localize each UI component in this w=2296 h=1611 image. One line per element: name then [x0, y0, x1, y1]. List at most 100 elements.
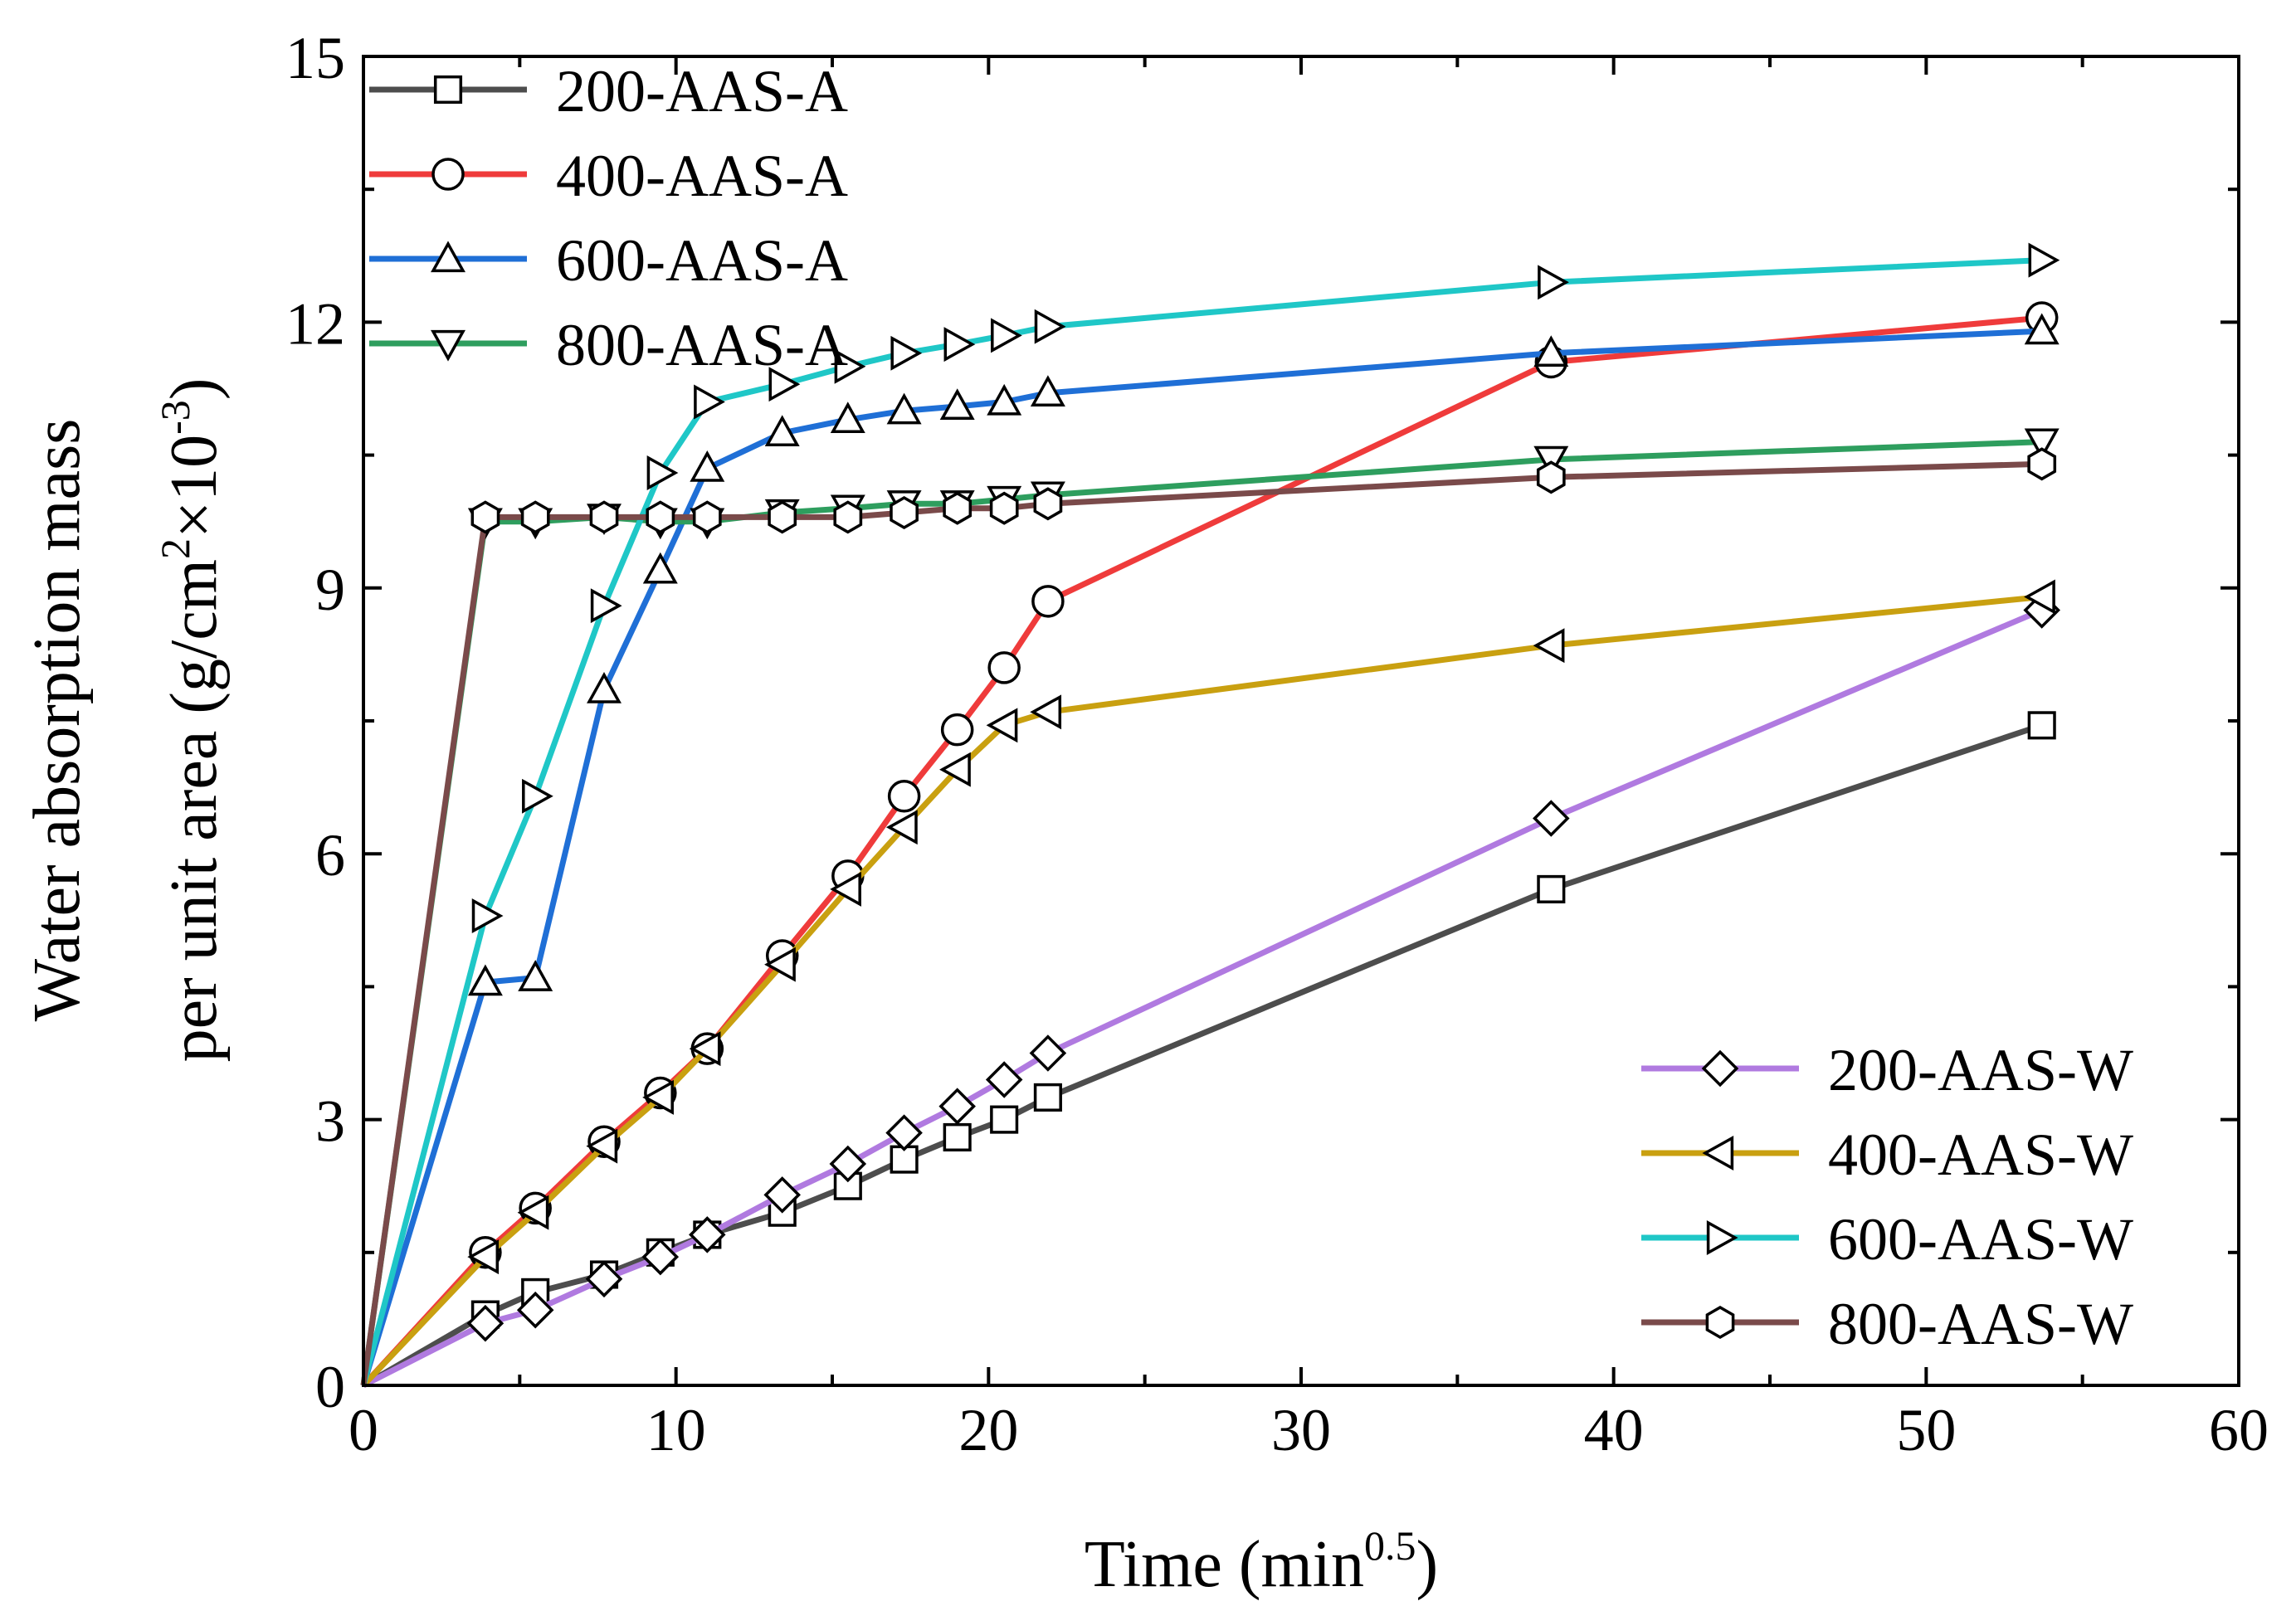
y-tick-label: 12 [285, 290, 345, 357]
series-line [360, 328, 2042, 1387]
y-axis-label-sup2: -3 [152, 400, 198, 435]
data-point [764, 415, 800, 447]
y-tick-label: 3 [315, 1088, 345, 1155]
data-point [2027, 711, 2056, 740]
data-point [1033, 1083, 1062, 1112]
legend-item: 200-AAS-A [369, 58, 848, 124]
x-tick-label: 10 [646, 1397, 706, 1463]
legend-bottom-right: 200-AAS-W 400-AAS-W 600-AAS-W 800-AAS-W [1641, 1037, 2133, 1357]
data-point [517, 1195, 549, 1230]
data-point [694, 384, 725, 420]
data-point [990, 1105, 1019, 1134]
data-point [890, 335, 923, 371]
y-tick-label: 9 [315, 557, 345, 623]
y-axis-label-sup1: 2 [152, 538, 198, 559]
data-point [989, 491, 1019, 525]
data-point [587, 671, 622, 703]
legend-marker [1706, 1220, 1738, 1255]
series-600-AAS-A [360, 313, 2060, 1387]
data-point [1034, 309, 1066, 344]
series-800-AAS-W [360, 447, 2057, 1386]
data-point [2024, 428, 2060, 460]
data-point [768, 367, 801, 402]
series-200-AAS-W [362, 591, 2060, 1389]
data-point [885, 810, 918, 845]
data-point [938, 1088, 976, 1125]
legend-marker [1702, 1136, 1734, 1171]
data-point [520, 500, 550, 534]
data-point [522, 778, 553, 814]
legend-label: 800-AAS-W [1828, 1291, 2133, 1357]
data-point [830, 871, 861, 907]
y-tick-label: 0 [315, 1354, 345, 1420]
legend-top-left: 200-AAS-A 400-AAS-A 600-AAS-A 800-AAS-A [369, 58, 848, 378]
data-point [939, 388, 975, 421]
data-point [987, 651, 1021, 684]
legend-marker [431, 329, 466, 362]
data-point [470, 500, 500, 534]
data-point [1533, 800, 1570, 837]
data-point [890, 495, 919, 530]
legend-label: 600-AAS-W [1828, 1206, 2133, 1273]
y-axis-label-line1: Water absorption mass [21, 419, 94, 1022]
data-point [885, 1114, 923, 1151]
series-line [361, 314, 2043, 1388]
data-point [690, 450, 725, 482]
data-point [646, 455, 679, 490]
y-axis-label-mid: ×10 [158, 435, 231, 538]
data-point [768, 500, 797, 534]
legend-item: 200-AAS-W [1641, 1037, 2133, 1103]
data-point [986, 708, 1018, 743]
data-point [518, 960, 553, 991]
data-point [589, 500, 619, 534]
data-point [641, 1238, 680, 1276]
data-point [943, 1122, 972, 1152]
y-axis-label-line2: per unit area (g/cm2×10-3) [152, 378, 231, 1063]
x-tick-label: 60 [2209, 1397, 2269, 1463]
data-point [939, 752, 971, 787]
data-point [833, 500, 863, 534]
data-point [586, 1128, 618, 1164]
data-point [2024, 313, 2060, 345]
data-point [764, 947, 796, 982]
data-point [1029, 1034, 1067, 1072]
data-point [2027, 447, 2057, 481]
x-tick-label: 30 [1271, 1397, 1331, 1463]
legend-label: 400-AAS-W [1828, 1122, 2133, 1188]
x-tick-label: 0 [349, 1397, 378, 1463]
legend-label: 400-AAS-A [556, 143, 848, 209]
data-point [987, 383, 1022, 416]
data-point [642, 1079, 674, 1115]
legend-item: 600-AAS-W [1641, 1206, 2133, 1273]
data-point [763, 1176, 801, 1214]
data-point [466, 1304, 505, 1342]
series-400-AAS-A [361, 301, 2059, 1388]
data-point [1533, 335, 1569, 367]
data-point [2028, 242, 2060, 278]
series-line [360, 257, 2042, 1386]
y-axis-label-end: ) [158, 378, 231, 401]
x-tick-label: 20 [958, 1397, 1018, 1463]
data-point [886, 392, 922, 425]
data-point [834, 348, 866, 384]
data-point [1536, 460, 1566, 494]
data-point [830, 402, 865, 434]
data-point [692, 500, 722, 534]
legend-label: 800-AAS-A [556, 312, 848, 378]
x-axis-label: Time (min0.5) [1085, 1522, 1438, 1601]
legend-label: 200-AAS-W [1828, 1037, 2133, 1103]
x-axis-label-main: Time (min [1085, 1528, 1364, 1601]
legend-item: 800-AAS-W [1641, 1291, 2133, 1357]
legend-item: 800-AAS-A [369, 312, 848, 378]
data-point [467, 964, 503, 996]
data-point [590, 588, 622, 624]
series-600-AAS-W [360, 242, 2060, 1386]
data-point [940, 713, 974, 747]
legend-marker [431, 158, 465, 191]
data-point [991, 318, 1022, 353]
x-tick-label: 40 [1584, 1397, 1644, 1463]
data-point [1030, 375, 1065, 406]
x-axis-label-end: ) [1416, 1528, 1438, 1601]
data-point [689, 1031, 721, 1067]
